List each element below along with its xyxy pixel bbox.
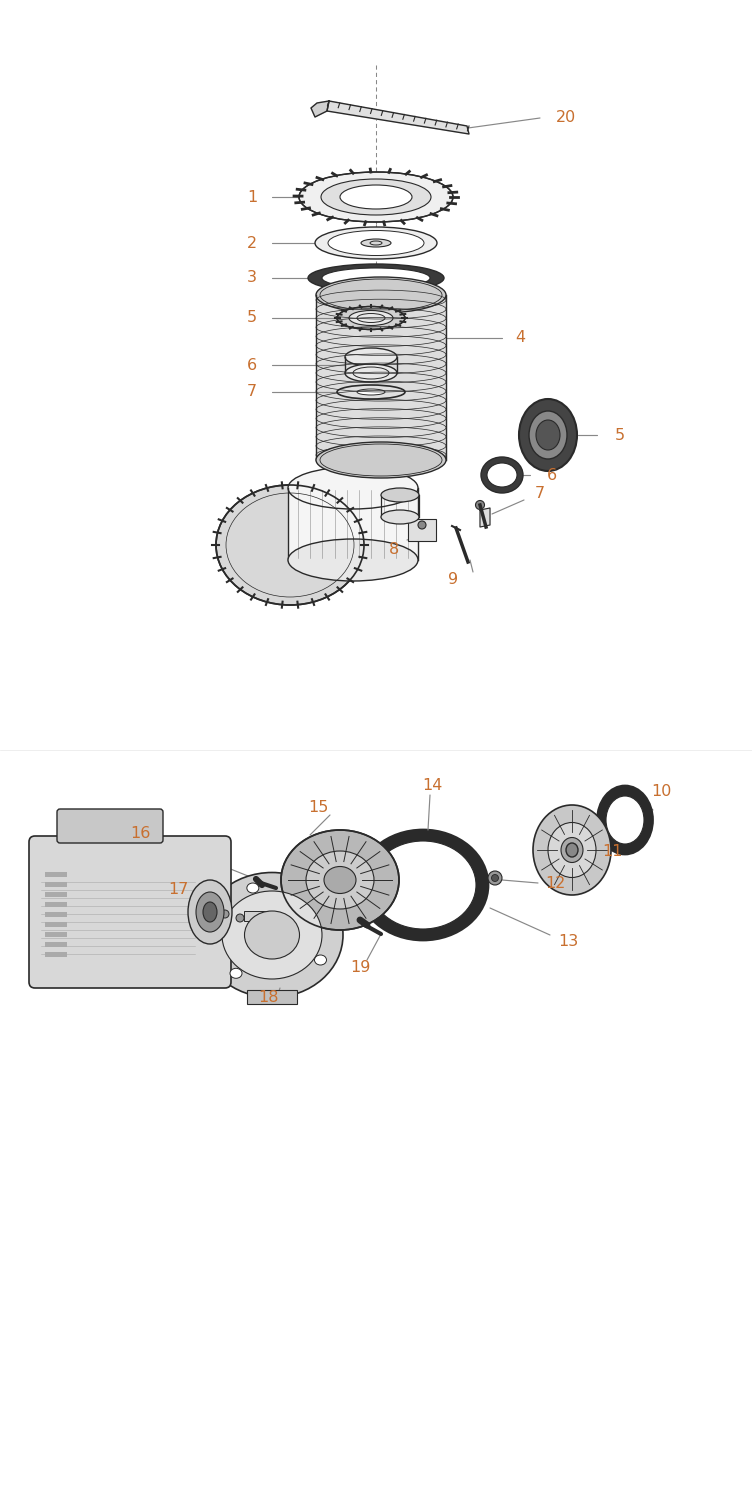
Ellipse shape (244, 910, 299, 958)
Ellipse shape (418, 520, 426, 530)
Ellipse shape (216, 484, 364, 604)
Text: 3: 3 (247, 270, 257, 285)
Ellipse shape (566, 843, 578, 856)
Text: 16: 16 (130, 825, 150, 840)
Text: 18: 18 (258, 990, 278, 1005)
Text: 11: 11 (602, 844, 622, 859)
Ellipse shape (349, 310, 393, 326)
Text: 19: 19 (350, 960, 370, 975)
Text: 15: 15 (308, 801, 328, 816)
Text: 9: 9 (448, 573, 458, 588)
Ellipse shape (345, 364, 397, 382)
Ellipse shape (288, 466, 418, 509)
Text: 13: 13 (558, 934, 578, 950)
Ellipse shape (337, 386, 405, 399)
Ellipse shape (345, 348, 397, 366)
Ellipse shape (201, 873, 343, 998)
Ellipse shape (328, 231, 424, 255)
Ellipse shape (519, 399, 577, 471)
Ellipse shape (316, 442, 446, 478)
FancyBboxPatch shape (57, 808, 163, 843)
Ellipse shape (533, 806, 611, 895)
Ellipse shape (361, 238, 391, 248)
Ellipse shape (308, 264, 444, 292)
Bar (244, 910, 272, 921)
Bar (45, 912, 67, 916)
Ellipse shape (306, 850, 374, 909)
Text: 10: 10 (650, 783, 672, 798)
Text: 1: 1 (247, 189, 257, 204)
Ellipse shape (481, 458, 523, 494)
Ellipse shape (475, 501, 484, 510)
Text: 8: 8 (389, 542, 399, 556)
Ellipse shape (381, 510, 419, 524)
Ellipse shape (321, 178, 431, 214)
Ellipse shape (548, 822, 596, 878)
Text: 6: 6 (247, 357, 257, 372)
Ellipse shape (370, 842, 476, 928)
Ellipse shape (236, 914, 244, 922)
Ellipse shape (340, 184, 412, 209)
Bar (247, 990, 297, 1004)
Bar (45, 942, 67, 946)
Ellipse shape (358, 830, 488, 940)
Ellipse shape (315, 226, 437, 260)
Ellipse shape (488, 871, 502, 885)
Ellipse shape (324, 867, 356, 894)
Ellipse shape (196, 892, 224, 932)
Text: 20: 20 (556, 111, 576, 126)
Ellipse shape (221, 910, 229, 918)
Ellipse shape (299, 172, 453, 222)
Bar (45, 952, 67, 957)
Ellipse shape (230, 969, 242, 978)
Ellipse shape (188, 880, 232, 944)
Polygon shape (316, 296, 446, 460)
Ellipse shape (288, 538, 418, 580)
Ellipse shape (316, 278, 446, 314)
Ellipse shape (536, 420, 560, 450)
Text: 17: 17 (168, 882, 188, 897)
Ellipse shape (357, 388, 385, 394)
Ellipse shape (561, 837, 583, 862)
Text: 5: 5 (615, 427, 625, 442)
Text: 4: 4 (515, 330, 525, 345)
Text: 6: 6 (547, 468, 557, 483)
Ellipse shape (281, 830, 399, 930)
Ellipse shape (247, 884, 259, 892)
Text: 2: 2 (247, 236, 257, 250)
Bar (408, 519, 436, 542)
Ellipse shape (203, 902, 217, 922)
Bar (45, 902, 67, 908)
Text: 7: 7 (535, 486, 545, 501)
Text: 14: 14 (422, 778, 442, 794)
Ellipse shape (606, 796, 644, 844)
Ellipse shape (222, 891, 322, 980)
Ellipse shape (492, 874, 499, 882)
Bar (45, 932, 67, 938)
Ellipse shape (322, 268, 430, 288)
Polygon shape (288, 488, 418, 560)
Text: 7: 7 (247, 384, 257, 399)
Polygon shape (480, 509, 490, 526)
Bar (45, 922, 67, 927)
Ellipse shape (314, 956, 326, 964)
Ellipse shape (598, 786, 653, 853)
Ellipse shape (381, 488, 419, 502)
FancyBboxPatch shape (29, 836, 231, 989)
Bar (45, 892, 67, 897)
Polygon shape (327, 100, 469, 134)
Text: 12: 12 (544, 876, 566, 891)
Polygon shape (311, 100, 329, 117)
Text: 5: 5 (247, 310, 257, 326)
Ellipse shape (487, 464, 517, 488)
Bar (45, 882, 67, 886)
Ellipse shape (337, 306, 405, 330)
Bar (45, 871, 67, 877)
Ellipse shape (529, 411, 567, 459)
